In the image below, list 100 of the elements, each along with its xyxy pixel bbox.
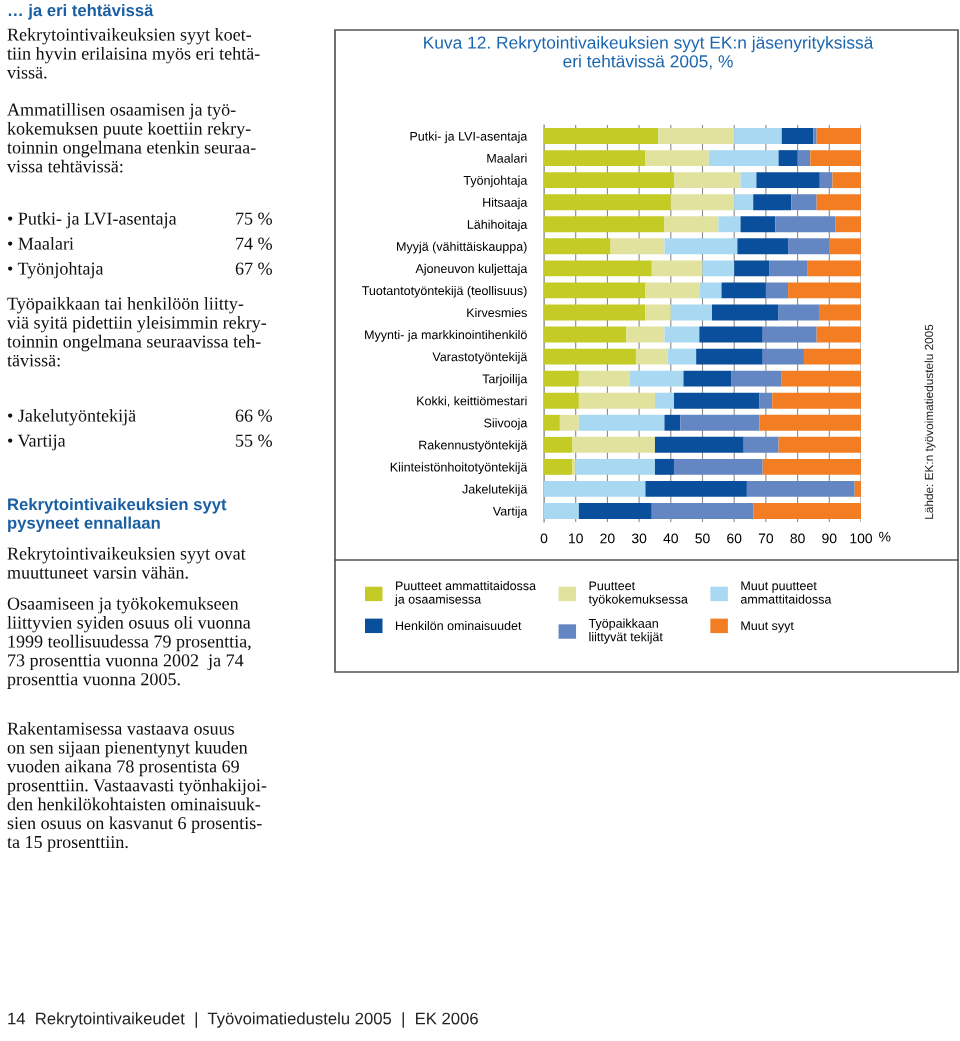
bar	[734, 194, 754, 211]
bar	[737, 238, 789, 255]
bar	[762, 458, 861, 475]
bar	[673, 458, 763, 475]
bar	[544, 194, 671, 211]
bar	[645, 480, 747, 497]
bar	[544, 436, 573, 453]
y-tick-label: Vartija	[492, 506, 528, 519]
bar	[775, 216, 836, 233]
text: • Jakelutyöntekijä	[8, 409, 136, 426]
bar	[544, 503, 579, 519]
bar	[575, 458, 655, 475]
bar	[756, 172, 820, 189]
bar	[781, 370, 861, 387]
bar	[544, 282, 646, 299]
x-tick-label: 0	[540, 533, 548, 544]
bar	[816, 194, 861, 211]
bar	[819, 304, 861, 321]
y-tick-label: Varastotyöntekijä	[432, 352, 528, 364]
bar	[816, 128, 861, 144]
legend-label: Muut syyt	[741, 621, 794, 633]
bar	[696, 348, 763, 365]
x-tick-label: 30	[631, 533, 647, 544]
bar	[778, 150, 798, 167]
x-tick-label: 40	[663, 533, 678, 544]
bar	[791, 194, 817, 211]
bar	[673, 392, 760, 409]
legend-label: Työpaikkaan liittyvät tekijät	[588, 618, 663, 644]
bar	[651, 260, 703, 277]
text: 55 %	[236, 434, 272, 447]
bar	[829, 238, 861, 255]
bar	[734, 260, 770, 277]
bar	[544, 238, 611, 255]
bar	[544, 414, 560, 431]
bar	[746, 480, 855, 497]
bar	[544, 326, 627, 343]
bar	[854, 480, 861, 497]
bar	[645, 282, 700, 299]
bar	[572, 436, 655, 453]
bar	[778, 436, 861, 453]
y-tick-label: Ajoneuvon kuljettaja	[415, 263, 528, 276]
bar	[544, 216, 665, 233]
bar	[578, 503, 652, 519]
bar	[769, 260, 808, 277]
bar	[629, 370, 684, 387]
bar	[578, 392, 655, 409]
y-tick-label: Kiinteistönhoitotyöntekijä	[390, 462, 528, 474]
x-tick-label: 80	[790, 533, 805, 544]
bar	[544, 172, 674, 189]
text: • Työnjohtaja	[8, 262, 104, 279]
bar	[544, 304, 646, 321]
bar	[759, 414, 861, 431]
bar	[699, 326, 763, 343]
bar	[743, 436, 779, 453]
bar	[778, 304, 820, 321]
bar	[731, 370, 782, 387]
bar	[788, 282, 861, 299]
text: Ammatillisen osaamisen ja työ- kokemuksen puute koettiin rekry- toinnin ongelmana etenkin seuraa- vissa tehtävissä:	[7, 103, 256, 173]
bar	[664, 238, 738, 255]
bar	[673, 172, 741, 189]
y-tick-label: Kirvesmies	[467, 307, 527, 318]
bar	[813, 128, 817, 144]
bar	[702, 260, 735, 277]
x-axis-title: %	[879, 531, 891, 542]
bar	[670, 194, 735, 211]
bar	[810, 150, 861, 167]
bar	[658, 128, 735, 144]
text: Työpaikkaan tai henkilöön liitty- viä syitä pidettiin yleisimmin rekry- toinnin ongelmana seuraavissa teh- tävissä:	[7, 297, 267, 367]
bar	[762, 326, 817, 343]
x-tick-label: 50	[695, 533, 710, 544]
bar	[544, 348, 636, 365]
bar	[680, 414, 760, 431]
bar	[544, 260, 652, 277]
bar	[699, 282, 722, 299]
bar	[651, 503, 754, 519]
bar	[759, 392, 773, 409]
legend-label: Puutteet ammattitaidossa ja osaamisessa	[394, 581, 537, 607]
bar	[645, 150, 709, 167]
text: Rekrytointivaikeuksien syyt koet- tiin hyvin erilaisina myös eri tehtä- vissä.	[7, 28, 260, 79]
bar	[740, 172, 757, 189]
bar	[740, 216, 776, 233]
text: Rakentamisessa vastaava osuus on sen sijaan pienentynyt kuuden vuoden aikana 78 prosentista 69 prosenttiin. Vastaavasti työnhakijoi- den henkilökohtaisten ominaisuuk- sien osuus on kasvanut 6 prosentis- ta 15 prosenttiin.	[7, 722, 267, 852]
x-tick-label: 60	[727, 533, 742, 544]
text: 67 %	[235, 262, 272, 275]
bar	[664, 216, 719, 233]
bar	[645, 304, 671, 321]
bar	[721, 282, 766, 299]
text: Osaamiseen ja työkokemukseen liittyvien syiden osuus oli vuonna 1999 teollisuudessa 79 prosenttia, 73 prosenttia vuonna 2002 ja 74 prosenttia vuonna 2005.	[7, 597, 251, 689]
bar	[654, 436, 744, 453]
bar	[578, 414, 665, 431]
bar	[816, 326, 861, 343]
bar	[807, 260, 861, 277]
bar	[718, 216, 741, 233]
x-tick-label: 10	[569, 533, 583, 544]
bar	[544, 150, 646, 167]
bar	[762, 348, 804, 365]
text: 74 %	[236, 237, 272, 250]
text: Lähde: EK:n työvoimatiedustelu 2005	[924, 324, 936, 519]
bar	[572, 458, 576, 475]
bar	[819, 172, 833, 189]
